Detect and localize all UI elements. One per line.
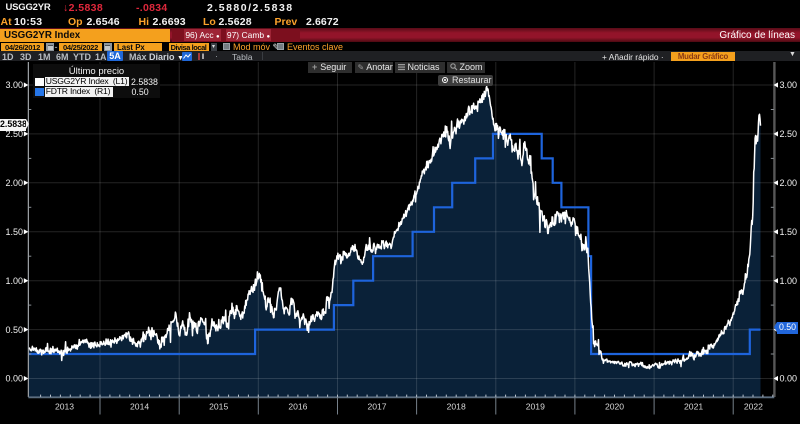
svg-text:2015: 2015 (209, 402, 228, 412)
svg-text:2016: 2016 (288, 402, 307, 412)
svg-text:2022: 2022 (744, 402, 763, 412)
svg-text:0.00: 0.00 (5, 374, 23, 384)
svg-text:1.00: 1.00 (5, 276, 23, 286)
svg-text:2017: 2017 (367, 402, 386, 412)
svg-text:2013: 2013 (55, 402, 74, 412)
svg-text:2.00: 2.00 (5, 178, 23, 188)
svg-text:2.50: 2.50 (5, 129, 23, 139)
svg-text:1.00: 1.00 (780, 276, 798, 286)
svg-text:2019: 2019 (526, 402, 545, 412)
svg-text:0.50: 0.50 (5, 325, 23, 335)
svg-text:2014: 2014 (130, 402, 149, 412)
svg-text:1.50: 1.50 (5, 227, 23, 237)
svg-text:3.00: 3.00 (5, 80, 23, 90)
svg-text:3.00: 3.00 (780, 80, 798, 90)
svg-text:2020: 2020 (605, 402, 624, 412)
svg-text:2.00: 2.00 (780, 178, 798, 188)
svg-text:2.50: 2.50 (780, 129, 798, 139)
svg-text:1.50: 1.50 (780, 227, 798, 237)
svg-text:2018: 2018 (447, 402, 466, 412)
svg-text:0.00: 0.00 (780, 374, 798, 384)
svg-text:2021: 2021 (684, 402, 703, 412)
